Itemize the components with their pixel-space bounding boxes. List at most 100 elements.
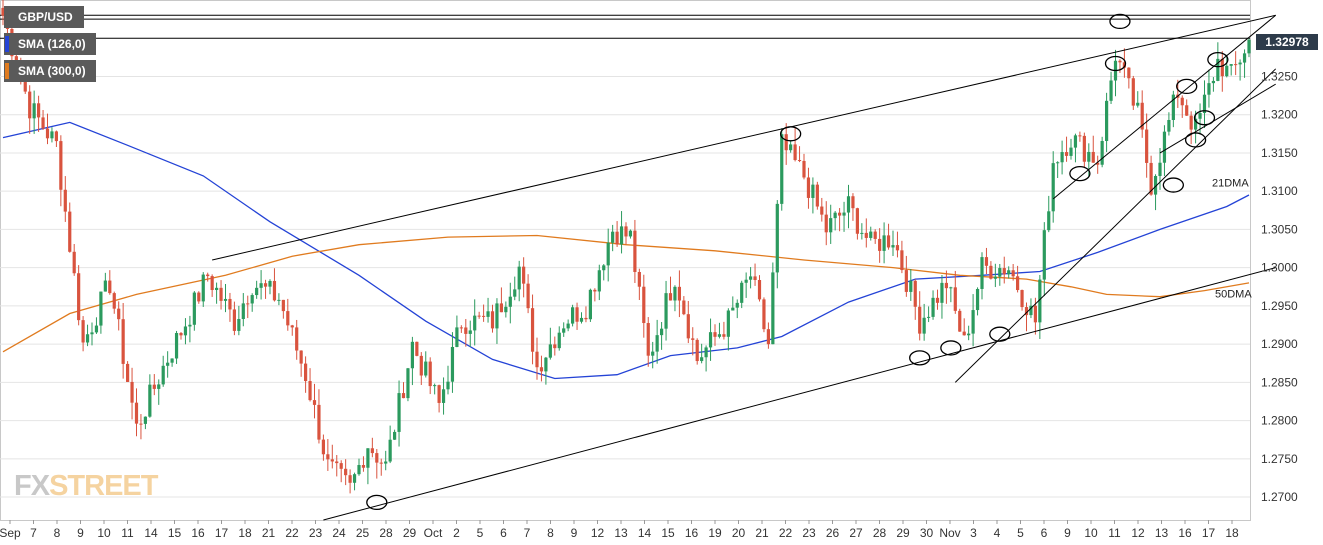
candle-body xyxy=(263,283,268,287)
y-tick-label: 1.3250 xyxy=(1261,69,1298,83)
candle-body xyxy=(740,282,744,303)
candle-body xyxy=(749,276,753,280)
candle-body xyxy=(927,316,931,318)
candle-body xyxy=(1234,64,1238,66)
label-50dma: 50DMA xyxy=(1215,288,1252,300)
x-tick-label: 14 xyxy=(638,526,652,540)
candle-body xyxy=(882,235,886,251)
candle-body xyxy=(215,287,219,291)
candle-body xyxy=(771,272,775,345)
x-tick-label: 19 xyxy=(708,526,722,540)
candle-body xyxy=(1127,67,1131,79)
candle-body xyxy=(1198,113,1202,119)
candle-body xyxy=(842,212,846,216)
candle-body xyxy=(1238,62,1242,65)
candle-body xyxy=(1011,270,1015,277)
x-tick-label: 25 xyxy=(356,526,370,540)
candle-body xyxy=(1185,105,1189,116)
pivot-marker xyxy=(1162,177,1184,193)
candle-body xyxy=(593,289,597,292)
candle-body xyxy=(406,368,410,399)
candle-body xyxy=(575,307,579,322)
fxstreet-logo: FXSTREET xyxy=(14,470,158,502)
candle-body xyxy=(1033,305,1037,323)
candle-body xyxy=(811,184,815,198)
candle-body xyxy=(277,299,281,301)
candle-body xyxy=(562,328,566,333)
pivot-marker xyxy=(780,126,802,142)
candle-body xyxy=(281,299,285,312)
sma-line xyxy=(2,121,1250,380)
candle-body xyxy=(539,367,544,372)
candle-body xyxy=(339,463,343,469)
candle-body xyxy=(949,287,953,289)
candle-body xyxy=(691,338,695,340)
candle-body xyxy=(308,381,312,401)
candle-body xyxy=(50,131,54,139)
pivot-marker xyxy=(1184,132,1207,148)
candle-body xyxy=(446,381,450,390)
candle-body xyxy=(708,332,713,348)
y-tick-label: 1.3100 xyxy=(1261,184,1298,198)
y-tick-label: 1.2750 xyxy=(1261,452,1298,466)
candle-body xyxy=(784,134,788,151)
candle-body xyxy=(143,416,147,424)
candle-body xyxy=(352,474,357,483)
candle-body xyxy=(673,286,677,301)
sma-short-swatch xyxy=(5,36,9,52)
x-tick-label: 24 xyxy=(332,526,346,540)
candle-body xyxy=(619,226,624,245)
candle-body xyxy=(553,344,557,349)
x-tick-label: 26 xyxy=(826,526,840,540)
candle-body xyxy=(103,280,107,292)
candle-body xyxy=(904,270,908,292)
candle-body xyxy=(646,323,650,356)
candle-body xyxy=(918,306,922,334)
candle-body xyxy=(482,315,486,317)
candle-body xyxy=(717,334,722,337)
y-tick-label: 1.3000 xyxy=(1261,261,1298,275)
candle-body xyxy=(192,292,196,325)
x-tick-label: 28 xyxy=(379,526,393,540)
candle-body xyxy=(259,283,263,288)
candle-body xyxy=(450,346,455,382)
x-tick-label: 18 xyxy=(238,526,252,540)
candle-body xyxy=(126,363,130,382)
candle-body xyxy=(762,299,766,330)
pivot-marker xyxy=(1069,165,1091,182)
candle-body xyxy=(59,141,63,190)
candle-body xyxy=(326,454,330,460)
candle-body xyxy=(566,323,570,329)
candle-body xyxy=(602,265,606,271)
candle-body xyxy=(401,393,406,399)
candle-body xyxy=(975,288,980,311)
x-tick-label: 9 xyxy=(571,526,578,540)
candle-body xyxy=(255,287,259,296)
candle-body xyxy=(1064,152,1069,156)
candle-body xyxy=(611,231,615,243)
candle-body xyxy=(1069,147,1073,156)
x-tick-label: 17 xyxy=(1202,526,1216,540)
sma-long-swatch xyxy=(5,63,9,79)
candle-body xyxy=(148,384,152,417)
candle-body xyxy=(1140,102,1144,130)
candle-body xyxy=(1073,135,1078,148)
x-tick-label: 4 xyxy=(994,526,1001,540)
candle-body xyxy=(410,341,414,369)
candle-body xyxy=(272,280,277,301)
candle-body xyxy=(312,400,317,405)
candle-body xyxy=(152,384,156,389)
candle-body xyxy=(464,327,468,334)
candle-body xyxy=(441,389,446,403)
x-tick-label: 11 xyxy=(1108,526,1121,540)
candle-body xyxy=(388,439,392,462)
candle-body xyxy=(606,242,610,266)
x-tick-label: 16 xyxy=(191,526,205,540)
candle-body xyxy=(588,289,592,320)
candle-body xyxy=(183,326,188,336)
candle-body xyxy=(628,230,633,237)
candle-body xyxy=(726,310,730,337)
candle-body xyxy=(660,328,664,336)
candle-body xyxy=(984,257,989,266)
candle-body xyxy=(571,307,575,324)
